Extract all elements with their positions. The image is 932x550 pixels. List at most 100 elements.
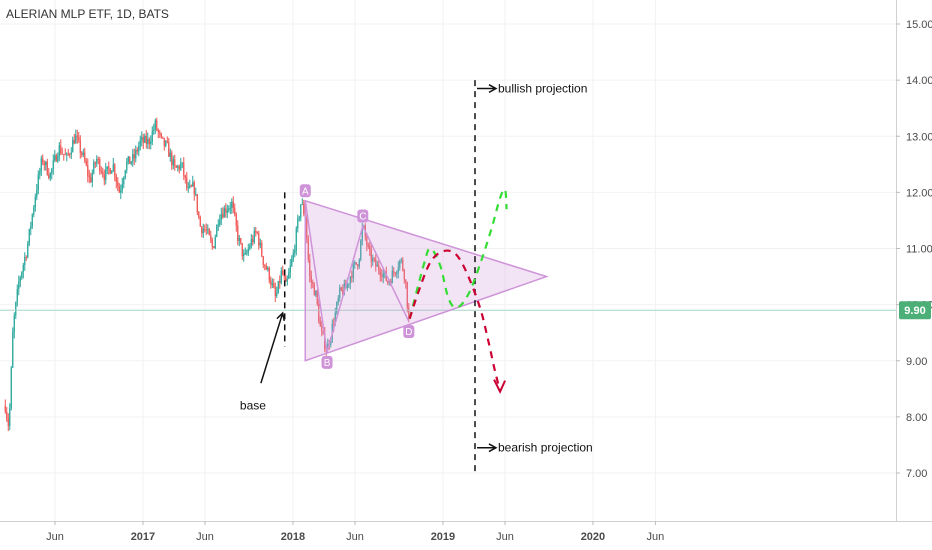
price-axis-label: 11.00 xyxy=(906,244,932,256)
candle-body xyxy=(61,153,63,155)
candle-body xyxy=(207,229,209,230)
candle-body xyxy=(55,155,57,162)
candle-body xyxy=(31,214,33,227)
candle-body xyxy=(175,165,177,168)
candle-body xyxy=(88,175,90,178)
candle-body xyxy=(195,194,197,195)
candle-body xyxy=(46,161,48,175)
candle-body xyxy=(90,177,92,182)
triangle-pattern xyxy=(304,199,549,362)
candle-body xyxy=(403,270,405,280)
candle-body xyxy=(300,204,302,218)
candle-body xyxy=(193,182,195,195)
candle-body xyxy=(156,120,158,130)
annotation-arrow-line xyxy=(260,312,284,384)
candle-body xyxy=(10,367,12,408)
candle-body xyxy=(114,164,116,177)
candle-body xyxy=(276,293,278,296)
candle-body xyxy=(174,159,176,166)
candle-body xyxy=(91,173,93,182)
candle-body xyxy=(232,201,234,209)
candle-body xyxy=(319,321,321,327)
candle-body xyxy=(210,235,212,241)
candle-body xyxy=(120,190,122,193)
candle-body xyxy=(258,233,260,246)
candle-body xyxy=(73,140,75,144)
candle-body xyxy=(271,283,273,285)
candle-body xyxy=(198,211,200,218)
candle-body xyxy=(48,174,50,178)
candle-body xyxy=(135,149,137,159)
candle-body xyxy=(132,154,134,162)
pattern-point-d: D xyxy=(403,324,415,338)
candle-body xyxy=(181,162,183,164)
candle-body xyxy=(64,154,66,156)
candle-body xyxy=(9,407,11,426)
candle-body xyxy=(235,214,237,226)
candle-body xyxy=(408,307,410,319)
candle-body xyxy=(214,236,216,248)
candle-body xyxy=(282,270,284,275)
candle-body xyxy=(60,145,62,154)
candle-body xyxy=(220,213,222,220)
candle-body xyxy=(162,136,164,138)
time-axis[interactable]: Jun 2017 Jun 2018 Jun 2019 Jun 2020 Jun xyxy=(46,521,664,543)
price-axis-label: 8.00 xyxy=(906,412,927,424)
candle-body xyxy=(202,229,204,234)
annotation-label: bullish projection xyxy=(498,82,587,96)
price-axis-label: 9.00 xyxy=(906,356,927,368)
candle-body xyxy=(13,315,15,333)
candle-body xyxy=(237,225,239,241)
candle-body xyxy=(208,229,210,236)
candle-body xyxy=(406,282,408,308)
candle-body xyxy=(40,158,42,172)
candle-body xyxy=(166,141,168,143)
pattern-point-marker xyxy=(357,209,369,223)
candle-body xyxy=(184,175,186,178)
candle-body xyxy=(250,239,252,247)
candle-body xyxy=(16,289,18,303)
candle-body xyxy=(216,225,218,237)
candle-body xyxy=(256,232,258,234)
candle-body xyxy=(199,217,201,227)
candle-body xyxy=(79,140,81,153)
candle-body xyxy=(270,280,272,285)
price-axis-label: 13.00 xyxy=(906,131,932,143)
candle-body xyxy=(76,135,78,138)
candle-body xyxy=(78,137,80,141)
pattern-point-a: A xyxy=(299,184,311,198)
candle-body xyxy=(229,207,231,209)
price-axis-label: 7.00 xyxy=(906,468,927,480)
candle-body xyxy=(150,141,152,145)
candle-body xyxy=(375,258,377,267)
candle-body xyxy=(126,161,128,171)
candle-body xyxy=(70,152,72,155)
pattern-point-b: B xyxy=(321,355,333,369)
candle-body xyxy=(378,264,380,271)
candle-body xyxy=(273,283,275,288)
candle-body xyxy=(241,243,243,257)
candle-body xyxy=(69,154,71,155)
candle-body xyxy=(342,290,344,295)
time-axis-label: Jun xyxy=(346,531,364,543)
candle-body xyxy=(327,343,329,351)
abcd-pattern-line xyxy=(304,200,410,353)
candle-body xyxy=(211,240,213,247)
candle-body xyxy=(352,264,354,278)
candle-body xyxy=(109,168,111,174)
price-candles xyxy=(4,117,410,432)
candle-body xyxy=(81,152,83,155)
candle-body xyxy=(30,226,32,230)
candle-body xyxy=(163,137,165,146)
chart-grid xyxy=(0,0,896,521)
candle-body xyxy=(399,260,401,268)
candle-body xyxy=(24,257,26,265)
candle-body xyxy=(27,243,29,258)
candle-body xyxy=(243,253,245,257)
candle-body xyxy=(169,152,171,157)
candle-body xyxy=(318,304,320,322)
candle-body xyxy=(265,265,267,270)
candle-body xyxy=(253,230,255,242)
candle-body xyxy=(58,145,60,157)
candle-body xyxy=(294,250,296,253)
